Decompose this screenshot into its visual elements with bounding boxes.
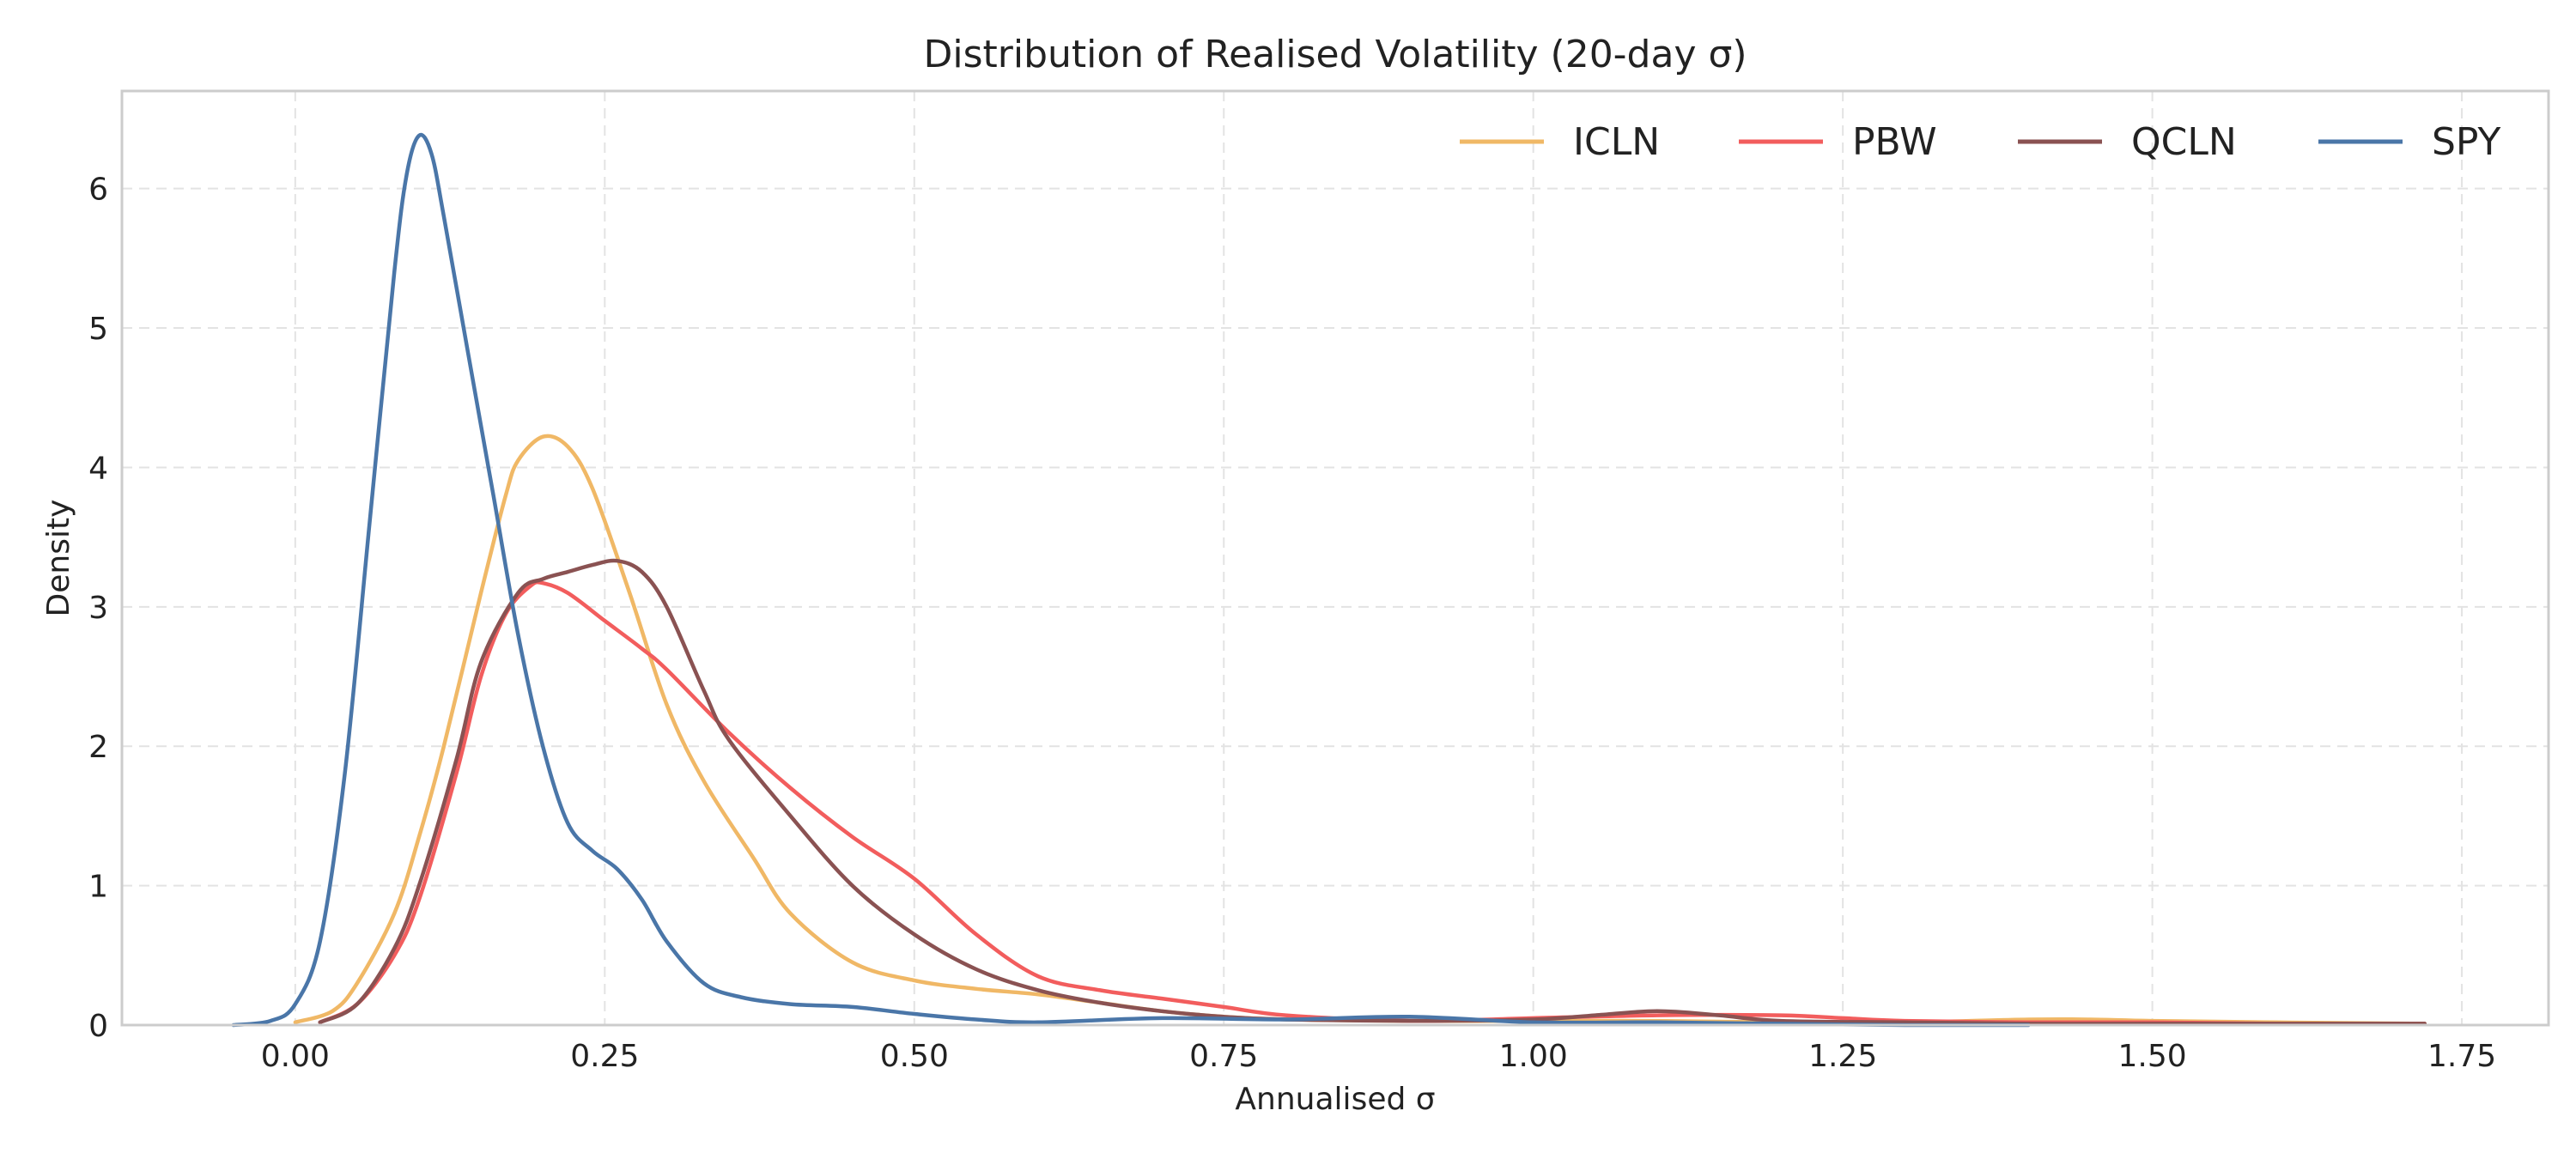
x-axis-label: Annualised σ — [1235, 1082, 1435, 1117]
x-tick-label: 1.50 — [2118, 1039, 2187, 1074]
y-tick-label: 6 — [88, 173, 108, 208]
y-tick-label: 4 — [88, 451, 108, 486]
x-tick-label: 0.75 — [1189, 1039, 1258, 1074]
y-tick-label: 5 — [88, 312, 108, 347]
chart-title: Distribution of Realised Volatility (20-… — [923, 33, 1747, 76]
x-tick-label: 0.00 — [261, 1039, 330, 1074]
y-axis-label: Density — [41, 500, 76, 617]
y-tick-label: 2 — [88, 730, 108, 765]
grid — [122, 91, 2549, 1026]
legend: ICLN PBW QCLN SPY — [1460, 120, 2500, 164]
series-lines — [231, 132, 2427, 1028]
series-line-pbw — [318, 580, 2427, 1026]
tick-labels: 0.00 0.25 0.50 0.75 1.00 1.25 1.50 1.75 0 1 2 3 4 5 6 — [88, 173, 2496, 1074]
x-tick-label: 1.25 — [1808, 1039, 1877, 1074]
x-tick-label: 0.50 — [880, 1039, 949, 1074]
x-tick-label: 1.75 — [2427, 1039, 2496, 1074]
series-line-icln — [293, 434, 2427, 1026]
x-tick-label: 1.00 — [1499, 1039, 1568, 1074]
series-line-qcln — [318, 558, 2427, 1026]
y-tick-label: 1 — [88, 870, 108, 905]
legend-label-icln: ICLN — [1573, 120, 1660, 164]
plot-frame — [120, 89, 2550, 1027]
series-line-spy — [231, 132, 2031, 1028]
legend-label-spy: SPY — [2432, 120, 2500, 164]
legend-label-pbw: PBW — [1852, 120, 1937, 164]
y-tick-label: 3 — [88, 591, 108, 626]
y-tick-label: 0 — [88, 1009, 108, 1044]
legend-label-qcln: QCLN — [2131, 120, 2237, 164]
x-tick-label: 0.25 — [570, 1039, 639, 1074]
